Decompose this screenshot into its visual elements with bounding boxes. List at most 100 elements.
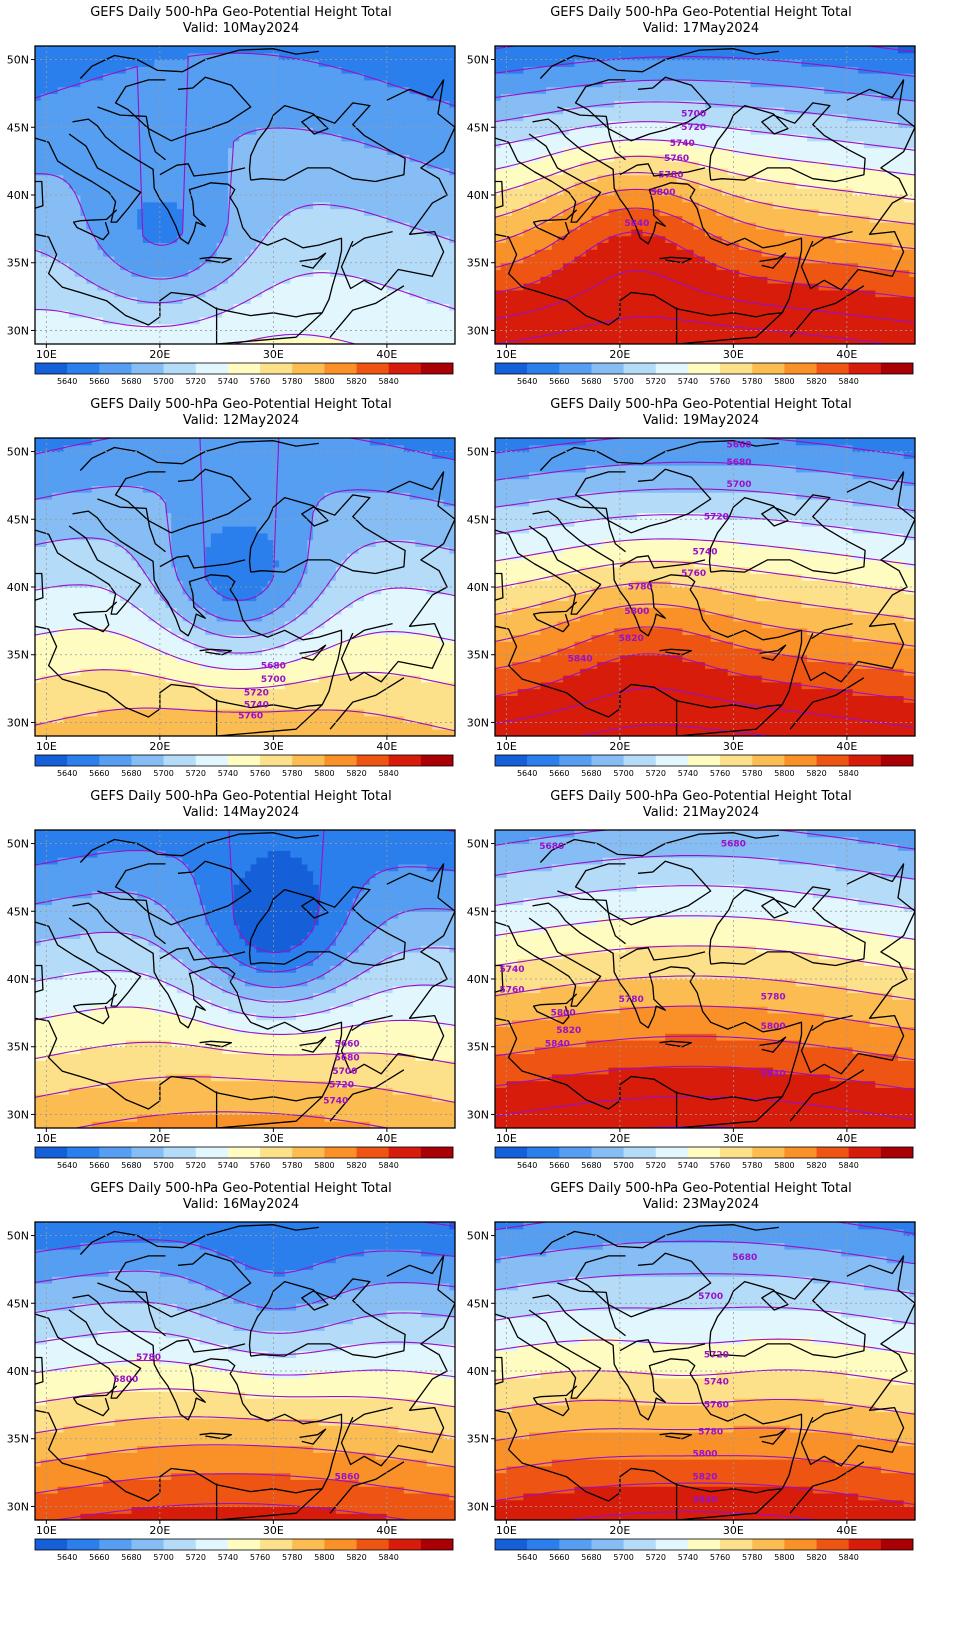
colorbar-swatch: [195, 1539, 229, 1550]
colorbar-swatch: [687, 1539, 721, 1550]
colorbar-swatch: [163, 755, 197, 766]
colorbar-swatch: [784, 363, 817, 374]
colorbar-label: 5760: [710, 377, 730, 386]
colorbar-swatch: [784, 755, 817, 766]
contour-label: 5680: [335, 1053, 360, 1063]
colorbar-swatch: [527, 755, 560, 766]
coastlines: [35, 48, 455, 344]
lon-tick-label: 10E: [36, 1132, 57, 1145]
colorbar-label: 5820: [806, 1553, 826, 1562]
colorbar-label: 5720: [646, 377, 666, 386]
lon-tick-label: 30E: [263, 1132, 284, 1145]
contour-label: 5760: [499, 986, 524, 996]
colorbar-swatch: [67, 755, 100, 766]
colorbar-swatch: [848, 363, 882, 374]
forecast-panel: GEFS Daily 500-hPa Geo-Potential Height …: [0, 392, 482, 802]
panel-title: GEFS Daily 500-hPa Geo-Potential Height …: [460, 789, 942, 805]
contour-label: 5820: [692, 1472, 717, 1482]
lon-tick-label: 30E: [263, 740, 284, 753]
colorbar-label: 5680: [581, 1161, 601, 1170]
colorbar-swatch: [880, 1147, 914, 1158]
contour-label: 5720: [681, 123, 706, 133]
colorbar-label: 5760: [710, 1161, 730, 1170]
colorbar-swatch: [67, 363, 100, 374]
colorbar-swatch: [324, 1539, 357, 1550]
colorbar-swatch: [655, 363, 689, 374]
colorbar-label: 5800: [314, 1161, 334, 1170]
colorbar-label: 5680: [121, 1553, 141, 1562]
lon-tick-label: 10E: [496, 1524, 517, 1537]
colorbar-label: 5820: [346, 1553, 366, 1562]
lat-tick-label: 30N: [7, 324, 29, 337]
panel-title: GEFS Daily 500-hPa Geo-Potential Height …: [0, 397, 482, 413]
colorbar-swatch: [752, 1147, 785, 1158]
colorbar-label: 5680: [121, 769, 141, 778]
colorbar-swatch: [131, 363, 164, 374]
lon-tick-label: 40E: [836, 1132, 857, 1145]
colorbar-label: 5820: [806, 1161, 826, 1170]
colorbar: 5640 5660 5680 5700 5720 5740 5760 5780 5800 5820…: [494, 362, 914, 386]
contour-label: 5780: [136, 1353, 161, 1363]
colorbar-label: 5660: [89, 1161, 109, 1170]
panel-title: GEFS Daily 500-hPa Geo-Potential Height …: [0, 789, 482, 805]
colorbar-swatch: [67, 1539, 100, 1550]
lon-tick-label: 20E: [149, 1524, 170, 1537]
colorbar-label: 5680: [581, 1553, 601, 1562]
graticule: [35, 46, 455, 344]
graticule: [495, 46, 915, 344]
colorbar-label: 5740: [218, 377, 238, 386]
colorbar-swatch: [324, 755, 357, 766]
colorbar-label: 5640: [517, 377, 537, 386]
colorbar-label: 5680: [121, 1161, 141, 1170]
colorbar-swatch: [720, 363, 753, 374]
colorbar-label: 5660: [549, 769, 569, 778]
geopotential-map: 5660 5680 5700 5720 5740 30N 35N 40N 45N 50N 10E 20…: [7, 829, 456, 1170]
colorbar-label: 5720: [646, 769, 666, 778]
graticule: [495, 438, 915, 736]
lat-tick-label: 50N: [467, 838, 489, 851]
colorbar-label: 5700: [613, 1553, 633, 1562]
colorbar-swatch: [388, 1147, 422, 1158]
forecast-panel: GEFS Daily 500-hPa Geo-Potential Height …: [460, 392, 942, 802]
contour-label: 5840: [692, 1495, 717, 1505]
colorbar-swatch: [880, 1539, 914, 1550]
graticule: [35, 830, 455, 1128]
colorbar-swatch: [752, 363, 785, 374]
colorbar-swatch: [131, 1539, 164, 1550]
contour-label: 5680: [732, 1253, 757, 1263]
graticule: [495, 830, 915, 1128]
contour-label: 5740: [499, 965, 524, 975]
colorbar-label: 5740: [218, 1553, 238, 1562]
colorbar-label: 5840: [379, 769, 399, 778]
panel-title: GEFS Daily 500-hPa Geo-Potential Height …: [460, 397, 942, 413]
colorbar-label: 5660: [89, 1553, 109, 1562]
colorbar-swatch: [720, 755, 753, 766]
contour-label: 5680: [261, 661, 286, 671]
lat-tick-label: 40N: [467, 189, 489, 202]
colorbar-swatch: [163, 1539, 197, 1550]
forecast-panel: GEFS Daily 500-hPa Geo-Potential Height …: [0, 784, 482, 1194]
colorbar-swatch: [848, 1539, 882, 1550]
geopotential-map: 5660 5680 5700 5720 5740 5760 5780 5800 5820 5840…: [467, 437, 916, 778]
lat-tick-label: 30N: [467, 1500, 489, 1513]
colorbar-swatch: [356, 1539, 389, 1550]
contour-label: 5700: [332, 1067, 357, 1077]
lat-tick-label: 40N: [467, 1365, 489, 1378]
lat-tick-label: 50N: [7, 54, 29, 67]
contour-label: 5840: [624, 219, 649, 229]
forecast-panel: GEFS Daily 500-hPa Geo-Potential Height …: [0, 1176, 482, 1586]
colorbar-label: 5660: [549, 1161, 569, 1170]
lon-tick-label: 10E: [36, 348, 57, 361]
lon-tick-label: 10E: [496, 1132, 517, 1145]
colorbar-swatch: [848, 755, 882, 766]
colorbar-swatch: [99, 1147, 132, 1158]
colorbar: 5640 5660 5680 5700 5720 5740 5760 5780 5800 5820…: [494, 1538, 914, 1562]
colorbar-label: 5820: [806, 769, 826, 778]
colorbar-swatch: [623, 1539, 657, 1550]
colorbar-label: 5700: [153, 1161, 173, 1170]
lat-tick-label: 50N: [7, 446, 29, 459]
colorbar-label: 5780: [742, 769, 762, 778]
lat-tick-label: 40N: [7, 1365, 29, 1378]
colorbar-swatch: [35, 363, 68, 374]
